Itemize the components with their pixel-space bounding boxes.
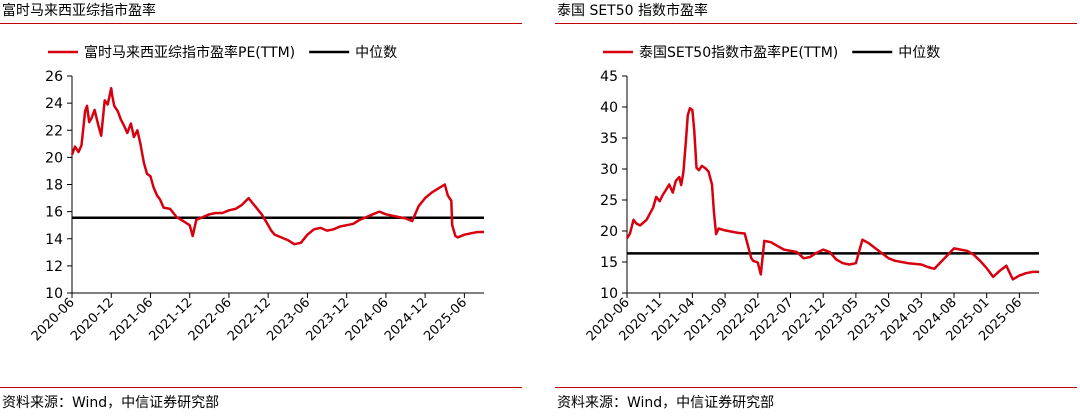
y-tick-label: 12 [45,259,63,275]
y-tick-label: 20 [600,224,618,240]
y-tick-label: 30 [600,162,618,178]
source-rule [555,387,1077,388]
y-tick-label: 45 [600,69,618,85]
legend-label-pe: 富时马来西亚综指市盈率PE(TTM) [84,44,295,61]
pe-series-line [625,106,1039,281]
y-tick-label: 15 [600,255,618,271]
pe-series-line [70,86,484,246]
panel-title: 富时马来西亚综指市盈率 [2,3,156,19]
y-tick-label: 10 [45,286,63,302]
y-tick-label: 24 [45,96,63,112]
chart-plot: 富时马来西亚综指市盈率PE(TTM) 中位数 10 12 14 16 18 20 22 24 26 2… [29,44,484,344]
y-tick-label: 26 [45,69,63,85]
y-tick-label: 10 [600,286,618,302]
y-tick-label: 40 [600,100,618,116]
panel-thailand: 泰国 SET50 指数市盈率 泰国SET50指数市盈率PE(TTM) 中位数 10 1… [555,0,1080,417]
source-note: 资料来源：Wind，中信证券研究部 [2,395,220,411]
y-tick-label: 25 [600,193,618,209]
legend-label-pe: 泰国SET50指数市盈率PE(TTM) [639,44,838,61]
source-rule [0,387,522,388]
chart-plot: 泰国SET50指数市盈率PE(TTM) 中位数101520253035404520… [584,44,1039,344]
y-tick-label: 35 [600,131,618,147]
y-tick-label: 20 [45,150,63,166]
y-tick-label: 16 [45,205,63,221]
x-tick-label: 2025-06 [421,295,470,344]
legend-label-median: 中位数 [898,45,940,61]
legend-label-median: 中位数 [355,45,397,61]
source-note: 资料来源：Wind，中信证券研究部 [557,395,775,411]
panel-malaysia: 富时马来西亚综指市盈率 富时马来西亚综指市盈率PE(TTM) 中位数 10 12 14 1… [0,0,525,417]
title-rule [555,23,1077,24]
panel-title: 泰国 SET50 指数市盈率 [557,3,708,19]
title-rule [0,23,522,24]
y-tick-label: 14 [45,232,63,248]
y-tick-label: 18 [45,178,63,194]
y-tick-label: 22 [45,123,63,139]
